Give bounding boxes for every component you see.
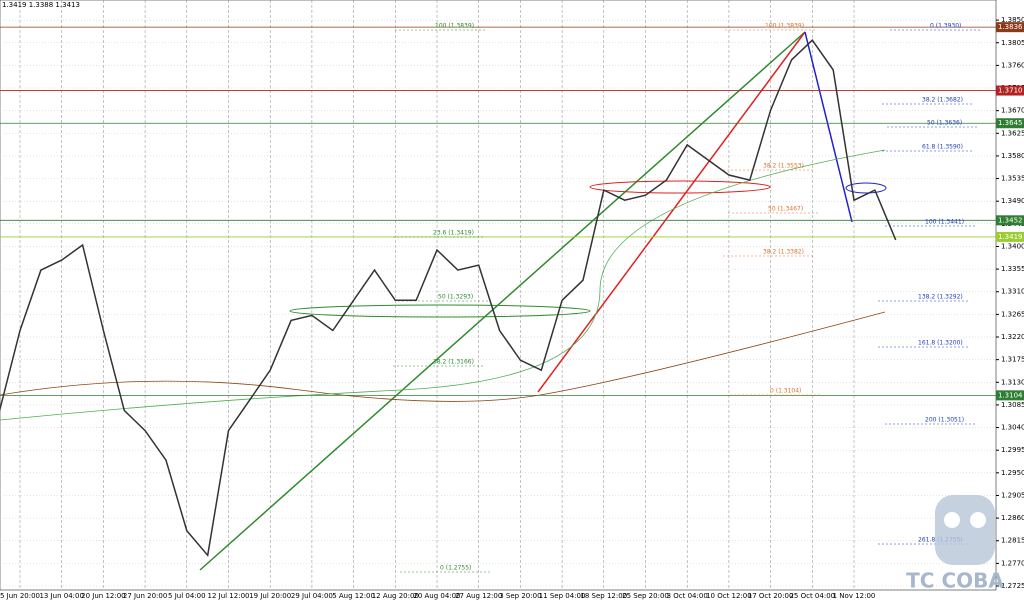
y-tick-label: 1.3220 bbox=[1001, 333, 1024, 341]
x-tick-label: 12 Aug 20:00 bbox=[372, 592, 419, 600]
annotation: 100 (1.3839) bbox=[435, 23, 474, 30]
annotation: 0 (1.3104) bbox=[770, 388, 801, 395]
x-tick-label: 20 Jun 12:00 bbox=[81, 592, 125, 600]
annotation: 161.8 (1.3200) bbox=[918, 340, 963, 347]
annotation: 200 (1.3051) bbox=[925, 417, 964, 424]
x-tick-label: 17 Oct 20:00 bbox=[748, 592, 794, 600]
y-tick-label: 1.2950 bbox=[1001, 469, 1024, 477]
price-level-box bbox=[996, 390, 1024, 401]
logo: ТС СОВА bbox=[906, 495, 1004, 593]
x-tick-label: 1 Nov 12:00 bbox=[833, 592, 876, 600]
price-level-label: 1.3104 bbox=[998, 391, 1023, 399]
x-tick-label: 27 Jun 20:00 bbox=[123, 592, 167, 600]
y-tick-label: 1.2860 bbox=[1001, 514, 1024, 522]
price-level-box bbox=[996, 22, 1024, 33]
drawings bbox=[0, 31, 887, 571]
zone bbox=[589, 180, 771, 194]
price-level-label: 1.3452 bbox=[998, 216, 1023, 224]
y-tick-label: 1.3535 bbox=[1001, 175, 1024, 183]
logo-owl bbox=[935, 495, 995, 565]
x-tick-label: 18 Sep 12:00 bbox=[580, 592, 627, 600]
annotation: 61.8 (1.3590) bbox=[922, 144, 963, 151]
annotation: 100 (1.3839) bbox=[765, 23, 804, 30]
x-tick-label: 12 Jul 12:00 bbox=[208, 592, 250, 600]
y-tick-label: 1.3805 bbox=[1001, 39, 1024, 47]
price-level-box bbox=[996, 85, 1024, 96]
y-tick-label: 1.2770 bbox=[1001, 559, 1024, 567]
annotation: 50 (1.3467) bbox=[768, 206, 803, 213]
y-tick-label: 1.3310 bbox=[1001, 288, 1024, 296]
annotation: 138.2 (1.3292) bbox=[918, 294, 963, 301]
y-tick-label: 1.3265 bbox=[1001, 310, 1024, 318]
annotation: 38.2 (1.3166) bbox=[433, 359, 474, 366]
y-tick-label: 1.3130 bbox=[1001, 378, 1024, 386]
y-tick-label: 1.3355 bbox=[1001, 265, 1024, 273]
trend-line bbox=[199, 31, 806, 571]
x-tick-label: 29 Jul 04:00 bbox=[291, 592, 333, 600]
annotation: 38.2 (1.3382) bbox=[763, 249, 804, 256]
moving-average bbox=[0, 311, 886, 402]
price-level-label: 1.3710 bbox=[998, 87, 1023, 95]
x-tick-label: 25 Sep 20:00 bbox=[622, 592, 669, 600]
y-tick-label: 1.3760 bbox=[1001, 61, 1024, 69]
chart-title: 1.3419 1.3388 1.3413 bbox=[2, 1, 80, 9]
price-level-label: 1.3645 bbox=[998, 119, 1023, 127]
x-tick-label: 13 Jun 04:00 bbox=[39, 592, 83, 600]
logo-eye bbox=[970, 512, 986, 528]
y-tick-label: 1.2905 bbox=[1001, 491, 1024, 499]
y-tick-label: 1.3085 bbox=[1001, 401, 1024, 409]
y-tick-label: 1.3175 bbox=[1001, 356, 1024, 364]
annotation: 0 (1.3930) bbox=[930, 23, 961, 30]
y-tick-label: 1.2995 bbox=[1001, 446, 1024, 454]
y-tick-label: 1.3400 bbox=[1001, 242, 1024, 250]
price-line bbox=[0, 39, 897, 558]
y-tick-label: 1.3040 bbox=[1001, 424, 1024, 432]
trend-line bbox=[537, 31, 806, 393]
annotation: 50 (1.3293) bbox=[438, 294, 473, 301]
annotation: 0 (1.2755) bbox=[440, 565, 471, 572]
x-tick-label: 25 Oct 04:00 bbox=[789, 592, 835, 600]
y-tick-label: 1.2815 bbox=[1001, 537, 1024, 545]
logo-eye bbox=[944, 512, 960, 528]
x-tick-label: 3 Oct 04:00 bbox=[667, 592, 708, 600]
y-tick-label: 1.3580 bbox=[1001, 152, 1024, 160]
x-tick-label: 20 Aug 04:00 bbox=[413, 592, 460, 600]
y-tick-label: 1.2725 bbox=[1001, 582, 1024, 590]
x-tick-label: 10 Oct 12:00 bbox=[706, 592, 752, 600]
y-tick-label: 1.3625 bbox=[1001, 129, 1024, 137]
grid bbox=[0, 0, 996, 590]
x-tick-label: 27 Aug 12:00 bbox=[455, 592, 502, 600]
annotation: 100 (1.3441) bbox=[925, 219, 964, 226]
price-level-box bbox=[996, 231, 1024, 242]
moving-average bbox=[0, 149, 886, 421]
x-tick-label: 19 Jul 20:00 bbox=[249, 592, 291, 600]
x-tick-label: 5 Jun 20:00 bbox=[0, 592, 40, 600]
price-level-label: 1.3836 bbox=[998, 23, 1023, 31]
x-tick-label: 11 Sep 04:00 bbox=[539, 592, 586, 600]
plot-frame bbox=[0, 0, 997, 591]
y-tick-label: 1.3490 bbox=[1001, 197, 1024, 205]
y-tick-label: 1.3670 bbox=[1001, 107, 1024, 115]
y-tick-label: 1.3850 bbox=[1001, 16, 1024, 24]
x-tick-label: 5 Jul 04:00 bbox=[168, 592, 206, 600]
zone bbox=[289, 304, 591, 318]
trend-line bbox=[804, 31, 853, 223]
annotation: 38.2 (1.3553) bbox=[763, 163, 804, 170]
price-level-box bbox=[996, 118, 1024, 129]
x-tick-label: 5 Aug 12:00 bbox=[332, 592, 375, 600]
price-level-box bbox=[996, 215, 1024, 226]
zone bbox=[845, 182, 887, 194]
annotation: 23.6 (1.3419) bbox=[433, 230, 474, 237]
annotation: 50 (1.3636) bbox=[927, 120, 962, 127]
x-tick-label: 3 Sep 20:00 bbox=[499, 592, 541, 600]
logo-text: ТС СОВА bbox=[906, 569, 1004, 593]
price-level-label: 1.3419 bbox=[998, 233, 1023, 241]
annotation: 38.2 (1.3682) bbox=[922, 97, 963, 104]
